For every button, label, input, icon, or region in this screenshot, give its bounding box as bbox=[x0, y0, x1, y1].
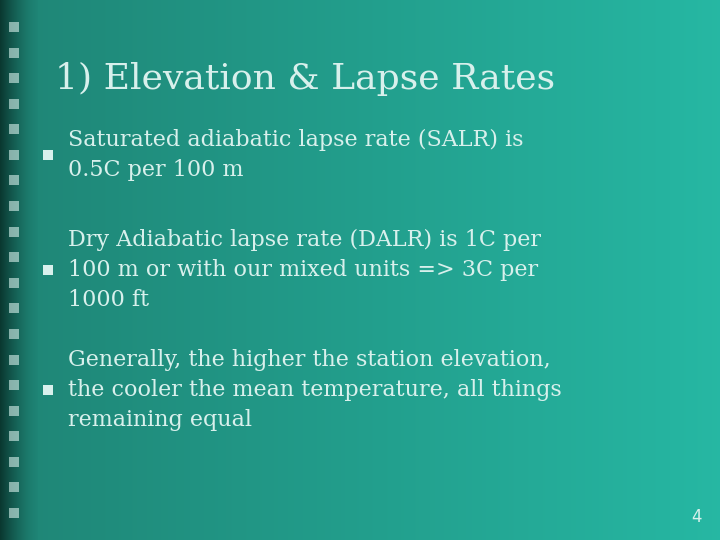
Bar bbox=[9, 99, 19, 109]
Bar bbox=[9, 150, 19, 160]
Bar bbox=[43, 265, 53, 275]
Bar bbox=[9, 48, 19, 58]
Text: 1) Elevation & Lapse Rates: 1) Elevation & Lapse Rates bbox=[55, 62, 555, 96]
Bar bbox=[9, 303, 19, 313]
Bar bbox=[9, 329, 19, 339]
Bar bbox=[9, 227, 19, 237]
Bar bbox=[9, 73, 19, 83]
Bar bbox=[9, 508, 19, 518]
Text: Dry Adiabatic lapse rate (DALR) is 1C per
100 m or with our mixed units => 3C pe: Dry Adiabatic lapse rate (DALR) is 1C pe… bbox=[68, 230, 541, 310]
Text: Saturated adiabatic lapse rate (SALR) is
0.5C per 100 m: Saturated adiabatic lapse rate (SALR) is… bbox=[68, 129, 523, 181]
Bar bbox=[9, 482, 19, 492]
Bar bbox=[9, 201, 19, 211]
Bar bbox=[9, 457, 19, 467]
Bar bbox=[9, 124, 19, 134]
Bar bbox=[9, 380, 19, 390]
Bar bbox=[9, 252, 19, 262]
Bar bbox=[43, 150, 53, 160]
Bar bbox=[9, 176, 19, 185]
Bar bbox=[9, 406, 19, 416]
Bar bbox=[9, 431, 19, 441]
Text: Generally, the higher the station elevation,
the cooler the mean temperature, al: Generally, the higher the station elevat… bbox=[68, 349, 562, 431]
Bar bbox=[43, 385, 53, 395]
Bar bbox=[9, 278, 19, 288]
Bar bbox=[9, 355, 19, 365]
Bar bbox=[9, 22, 19, 32]
Text: 4: 4 bbox=[691, 508, 702, 526]
